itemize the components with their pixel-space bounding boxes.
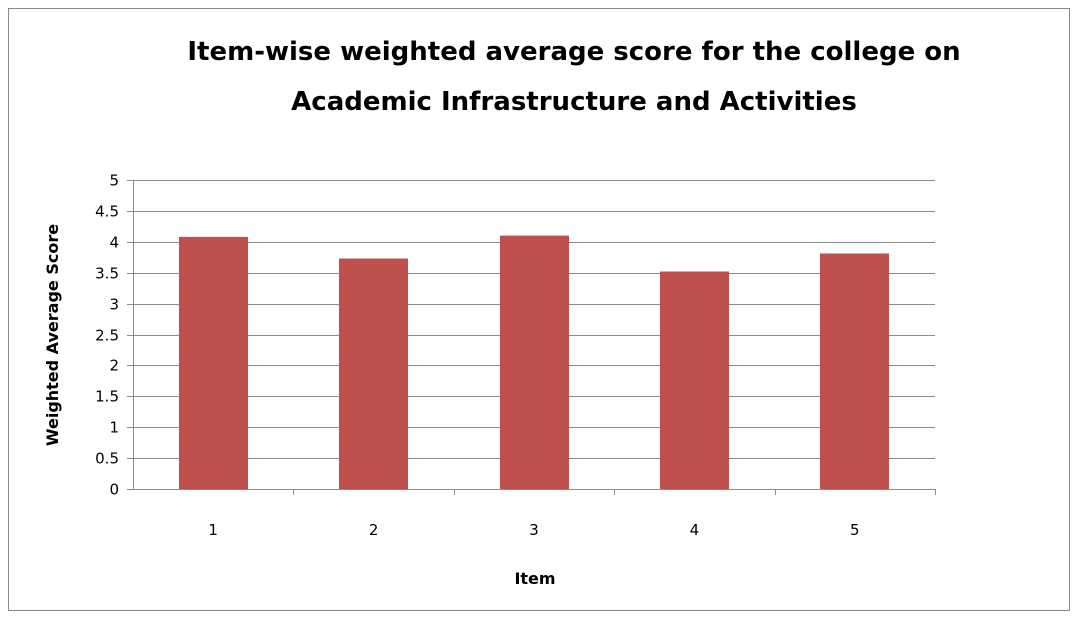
y-tick-label: 1.5: [95, 388, 119, 406]
x-tick-labels: 1 2 3 4 5: [208, 521, 859, 539]
bar-item-4: [660, 271, 729, 489]
axes: [127, 180, 936, 495]
x-tick-label: 3: [529, 521, 539, 539]
bar-item-1: [179, 236, 248, 489]
bar-item-2: [339, 258, 408, 489]
y-tick-labels: 0 0.5 1 1.5 2 2.5 3 3.5 4 4.5 5: [95, 172, 119, 499]
y-tick-label: 0: [109, 481, 119, 499]
y-tick-label: 2.5: [95, 327, 119, 345]
chart-title-line-1: Item-wise weighted average score for the…: [187, 37, 960, 67]
x-tick-label: 2: [369, 521, 379, 539]
gridlines: [133, 180, 935, 459]
y-tick-label: 3: [109, 296, 119, 314]
bars: [179, 235, 889, 489]
x-tick-label: 1: [208, 521, 218, 539]
y-tick-label: 5: [109, 172, 119, 190]
x-axis-title: Item: [514, 569, 555, 588]
y-tick-label: 4.5: [95, 203, 119, 221]
y-tick-label: 2: [109, 357, 119, 375]
y-tick-label: 0.5: [95, 450, 119, 468]
y-axis-title: Weighted Average Score: [43, 224, 62, 446]
x-tick-label: 4: [690, 521, 700, 539]
bar-item-5: [820, 253, 889, 489]
bar-item-3: [500, 235, 569, 489]
x-tick-label: 5: [850, 521, 860, 539]
y-tick-label: 3.5: [95, 265, 119, 283]
y-tick-label: 4: [109, 234, 119, 252]
chart-title-line-2: Academic Infrastructure and Activities: [291, 87, 857, 117]
y-tick-label: 1: [109, 419, 119, 437]
